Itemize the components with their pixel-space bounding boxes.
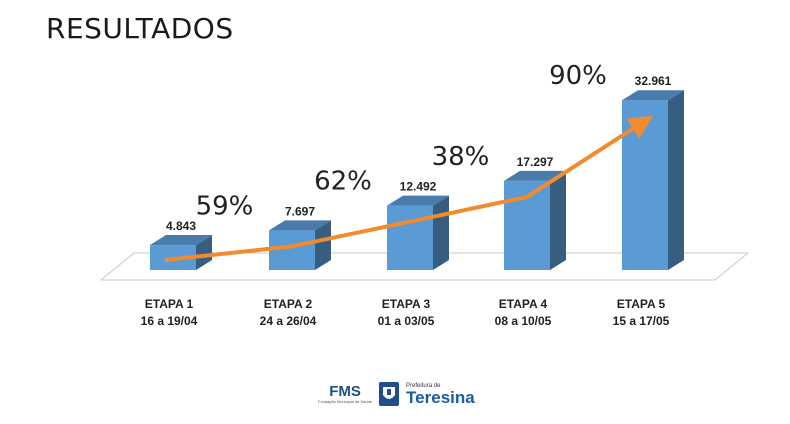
x-label-stage-4: ETAPA 4 [499, 297, 548, 311]
x-label-stage-3: ETAPA 3 [382, 297, 431, 311]
bar-front [504, 180, 550, 270]
growth-label-3: 38% [432, 142, 490, 172]
bar-front [622, 100, 668, 270]
bar-1 [150, 235, 212, 270]
fms-logo-text: FMS [329, 383, 361, 400]
x-label-stage-5: ETAPA 5 [617, 297, 666, 311]
bar-3 [387, 195, 449, 270]
bar-top [504, 170, 566, 181]
prefeitura-city: Teresina [406, 387, 475, 407]
bar-side [668, 90, 684, 270]
bar-2 [269, 220, 331, 270]
value-label-3: 12.492 [400, 180, 437, 194]
growth-label-2: 62% [314, 167, 372, 197]
fms-logo-subtitle: Fundação Municipal de Saúde [318, 399, 373, 404]
x-label-dates-1: 16 a 19/04 [141, 314, 198, 328]
fms-logo: FMS Fundação Municipal de Saúde [318, 384, 372, 404]
bar-side [550, 170, 566, 270]
bar-4 [504, 170, 566, 270]
bar-top [150, 235, 212, 246]
x-label-dates-4: 08 a 10/05 [495, 314, 552, 328]
bar-chart: 4.843 7.697 12.492 17.297 32.961 ETAPA 1 16 a… [99, 61, 750, 328]
x-label-dates-3: 01 a 03/05 [378, 314, 435, 328]
bar-5 [622, 90, 684, 270]
growth-trend-arrow [164, 115, 654, 262]
value-label-1: 4.843 [166, 219, 196, 233]
x-axis-labels: ETAPA 1 16 a 19/04 ETAPA 2 24 a 26/04 ETAPA … [141, 297, 670, 328]
slide-title: RESULTADOS [46, 12, 234, 45]
value-label-4: 17.297 [517, 155, 554, 169]
growth-label-1: 59% [196, 191, 254, 221]
bar-top [387, 195, 449, 206]
prefeitura-logo: Prefeitura de Teresina [406, 383, 475, 406]
value-label-5: 32.961 [635, 74, 672, 88]
growth-label-group: 59% 62% 38% 90% [196, 61, 607, 221]
bar-front [387, 205, 433, 270]
bar-top [269, 220, 331, 231]
city-crest-icon [379, 382, 400, 406]
x-label-stage-1: ETAPA 1 [145, 297, 194, 311]
bar-side [315, 220, 331, 270]
value-label-group: 4.843 7.697 12.492 17.297 32.961 [166, 74, 672, 233]
x-label-dates-2: 24 a 26/04 [260, 314, 317, 328]
footer-logos: FMS Fundação Municipal de Saúde Prefeitu… [318, 381, 475, 407]
prefeitura-label: Prefeitura de [406, 382, 441, 389]
bar-side [196, 235, 212, 270]
x-label-dates-5: 15 a 17/05 [613, 314, 670, 328]
growth-label-4: 90% [549, 61, 607, 91]
x-label-stage-2: ETAPA 2 [264, 297, 313, 311]
bar-series [150, 90, 684, 270]
bar-top [622, 90, 684, 101]
value-label-2: 7.697 [285, 204, 315, 218]
bar-side [433, 195, 449, 270]
bar-front [269, 230, 315, 270]
